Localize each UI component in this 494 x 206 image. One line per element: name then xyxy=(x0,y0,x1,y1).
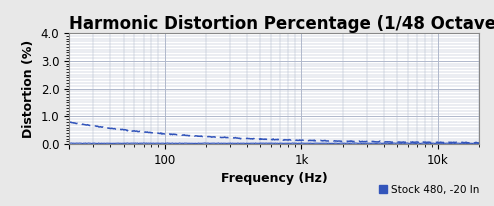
Y-axis label: Distortion (%): Distortion (%) xyxy=(22,40,35,138)
Legend: Stock 480, -20 In: Stock 480, -20 In xyxy=(374,180,484,199)
X-axis label: Frequency (Hz): Frequency (Hz) xyxy=(221,172,328,185)
Text: Harmonic Distortion Percentage (1/48 Octave Smoothing: Harmonic Distortion Percentage (1/48 Oct… xyxy=(69,15,494,33)
